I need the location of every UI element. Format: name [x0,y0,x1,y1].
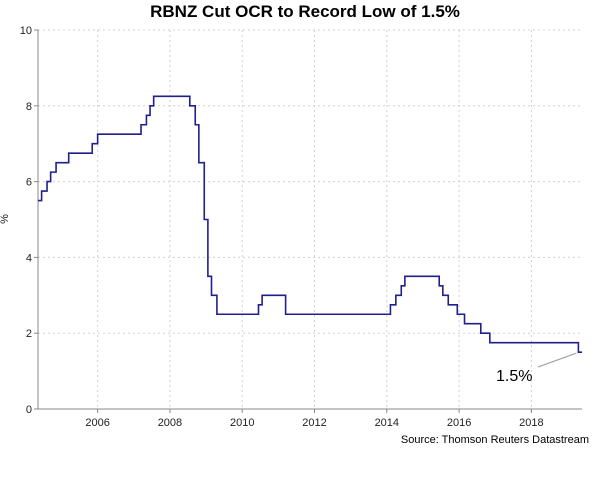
y-tick-label: 2 [26,328,32,340]
chart-title: RBNZ Cut OCR to Record Low of 1.5% [150,2,460,21]
axes [37,30,582,410]
y-tick-label: 10 [20,25,32,37]
x-axis-ticks: 2006 2008 2010 2012 2014 2016 2018 [85,409,544,429]
series-line [38,95,582,353]
y-tick-label: 6 [26,177,32,189]
source-note: Source: Thomson Reuters Datastream [401,434,589,446]
y-tick-label: 4 [26,252,32,264]
y-axis-ticks: 0 2 4 6 8 10 [20,25,38,416]
series [38,95,582,353]
x-tick-label: 2012 [302,417,326,429]
annotation: 1.5% [496,352,577,385]
x-tick-label: 2010 [230,417,254,429]
annotation-leader-line [537,352,577,368]
y-tick-label: 0 [26,404,32,416]
x-tick-label: 2008 [158,417,182,429]
grid [38,29,582,410]
x-tick-label: 2006 [85,417,109,429]
x-tick-label: 2016 [447,417,471,429]
x-tick-label: 2018 [519,417,543,429]
y-axis-label: % [0,214,11,224]
annotation-label: 1.5% [496,368,532,385]
x-tick-label: 2014 [375,417,399,429]
y-tick-label: 8 [26,101,32,113]
